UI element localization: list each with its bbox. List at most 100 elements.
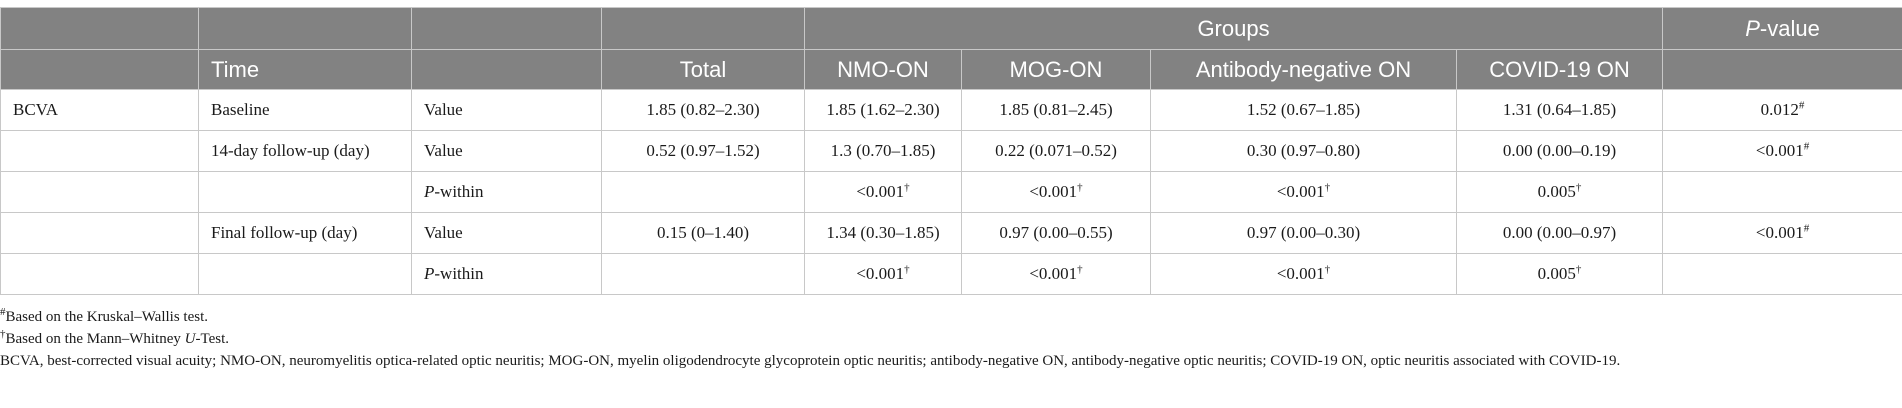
pwithin-value: 0.005 bbox=[1537, 182, 1576, 201]
table-row-baseline: BCVA Baseline Value 1.85 (0.82–2.30) 1.8… bbox=[0, 89, 1902, 131]
header-antibody-negative-on: Antibody-negative ON bbox=[1150, 49, 1457, 90]
pwithin-value: <0.001 bbox=[856, 182, 905, 201]
cell-pwithin-abneg: <0.001† bbox=[1150, 171, 1457, 213]
cell-abneg: 0.30 (0.97–0.80) bbox=[1150, 130, 1457, 172]
cell-pwithin-nmo: <0.001† bbox=[804, 253, 962, 295]
cell-total: 1.85 (0.82–2.30) bbox=[601, 89, 805, 131]
cell-mog: 0.22 (0.071–0.52) bbox=[961, 130, 1151, 172]
cell-measure: Value bbox=[411, 212, 602, 254]
table-row-14day-pwithin: P-within <0.001† <0.001† <0.001† 0.005† bbox=[0, 171, 1902, 213]
pwithin-p: P bbox=[424, 182, 435, 201]
footnote-kruskal-text: Based on the Kruskal–Wallis test. bbox=[5, 309, 209, 325]
cell-pwithin-mog: <0.001† bbox=[961, 171, 1151, 213]
cell-empty bbox=[601, 171, 805, 213]
cell-measure: Value bbox=[411, 130, 602, 172]
cell-pwithin-label: P-within bbox=[411, 171, 602, 213]
pwithin-value: <0.001 bbox=[856, 264, 905, 283]
header-blank-6 bbox=[411, 49, 602, 90]
pwithin-value: <0.001 bbox=[1029, 264, 1078, 283]
cell-nmo: 1.3 (0.70–1.85) bbox=[804, 130, 962, 172]
cell-measure: Value bbox=[411, 89, 602, 131]
footnote-abbreviations: BCVA, best-corrected visual acuity; NMO-… bbox=[0, 353, 1621, 369]
cell-empty bbox=[0, 253, 199, 295]
cell-empty bbox=[0, 171, 199, 213]
header-row-1: Groups P-value bbox=[0, 7, 1902, 50]
cell-abneg: 1.52 (0.67–1.85) bbox=[1150, 89, 1457, 131]
header-covid-19-on: COVID-19 ON bbox=[1455, 49, 1664, 90]
header-pvalue-p: P bbox=[1745, 15, 1760, 41]
footnote-mark-hash: # bbox=[0, 306, 6, 318]
pwithin-value: <0.001 bbox=[1276, 264, 1325, 283]
cell-covid: 0.00 (0.00–0.97) bbox=[1455, 212, 1664, 254]
cell-empty bbox=[1662, 171, 1902, 213]
cell-empty bbox=[198, 171, 412, 213]
table-row-14day-value: 14-day follow-up (day) Value 0.52 (0.97–… bbox=[0, 130, 1902, 172]
footnote-kruskal: #Based on the Kruskal–Wallis test. bbox=[0, 306, 1900, 327]
dagger-mark: † bbox=[1575, 181, 1582, 194]
cell-pwithin-covid: 0.005† bbox=[1455, 253, 1664, 295]
pwithin-value: <0.001 bbox=[1276, 182, 1325, 201]
footnote-mw-pre: Based on the Mann–Whitney bbox=[5, 331, 185, 347]
table-footnotes: #Based on the Kruskal–Wallis test. †Base… bbox=[0, 306, 1900, 374]
cell-pvalue: 0.012# bbox=[1662, 89, 1902, 131]
header-blank-4 bbox=[601, 7, 805, 50]
header-pvalue-rest: -value bbox=[1759, 15, 1820, 41]
header-total: Total bbox=[601, 49, 805, 90]
header-nmo-on: NMO-ON bbox=[804, 49, 962, 90]
pwithin-value: <0.001 bbox=[1029, 182, 1078, 201]
header-pvalue: P-value bbox=[1662, 7, 1902, 50]
header-blank-1 bbox=[0, 7, 199, 50]
cell-abneg: 0.97 (0.00–0.30) bbox=[1150, 212, 1457, 254]
pwithin-p: P bbox=[424, 264, 435, 283]
pwithin-rest: -within bbox=[434, 264, 484, 283]
cell-pwithin-nmo: <0.001† bbox=[804, 171, 962, 213]
dagger-mark: † bbox=[1077, 181, 1083, 194]
cell-pwithin-abneg: <0.001† bbox=[1150, 253, 1457, 295]
cell-mog: 0.97 (0.00–0.55) bbox=[961, 212, 1151, 254]
pwithin-rest: -within bbox=[434, 182, 484, 201]
dagger-mark: † bbox=[1324, 181, 1331, 194]
dagger-mark: † bbox=[904, 181, 910, 194]
cell-covid: 1.31 (0.64–1.85) bbox=[1455, 89, 1664, 131]
cell-pwithin-label: P-within bbox=[411, 253, 602, 295]
cell-total: 0.15 (0–1.40) bbox=[601, 212, 805, 254]
cell-pwithin-mog: <0.001† bbox=[961, 253, 1151, 295]
cell-empty bbox=[601, 253, 805, 295]
dagger-mark: † bbox=[904, 263, 910, 276]
cell-empty bbox=[0, 130, 199, 172]
results-table: Groups P-value Time Total NMO-ON MOG-ON … bbox=[0, 7, 1902, 295]
pvalue-text: <0.001 bbox=[1755, 141, 1804, 160]
cell-pvalue: <0.001# bbox=[1662, 130, 1902, 172]
cell-empty bbox=[1662, 253, 1902, 295]
cell-covid: 0.00 (0.00–0.19) bbox=[1455, 130, 1664, 172]
cell-time-14day: 14-day follow-up (day) bbox=[198, 130, 412, 172]
header-blank-5 bbox=[0, 49, 199, 90]
pwithin-value: 0.005 bbox=[1537, 264, 1576, 283]
cell-time-final: Final follow-up (day) bbox=[198, 212, 412, 254]
pvalue-mark: # bbox=[1803, 140, 1810, 153]
cell-pwithin-covid: 0.005† bbox=[1455, 171, 1664, 213]
header-row-2: Time Total NMO-ON MOG-ON Antibody-negati… bbox=[0, 49, 1902, 90]
footnote-mw-post: -Test. bbox=[195, 331, 230, 347]
cell-bcva: BCVA bbox=[0, 89, 199, 131]
cell-empty bbox=[198, 253, 412, 295]
cell-total: 0.52 (0.97–1.52) bbox=[601, 130, 805, 172]
header-time: Time bbox=[198, 49, 412, 90]
pvalue-text: <0.001 bbox=[1755, 223, 1804, 242]
dagger-mark: † bbox=[1077, 263, 1083, 276]
header-groups: Groups bbox=[803, 7, 1664, 50]
cell-time-baseline: Baseline bbox=[198, 89, 412, 131]
pvalue-mark: # bbox=[1803, 222, 1810, 235]
header-mog-on: MOG-ON bbox=[961, 49, 1151, 90]
footnote-mann-whitney: †Based on the Mann–Whitney U-Test. bbox=[0, 329, 1900, 349]
pvalue-mark: # bbox=[1798, 99, 1805, 112]
cell-nmo: 1.85 (1.62–2.30) bbox=[804, 89, 962, 131]
cell-nmo: 1.34 (0.30–1.85) bbox=[804, 212, 962, 254]
cell-empty bbox=[0, 212, 199, 254]
table-row-final-pwithin: P-within <0.001† <0.001† <0.001† 0.005† bbox=[0, 253, 1902, 295]
header-blank-7 bbox=[1662, 49, 1902, 90]
table-row-final-value: Final follow-up (day) Value 0.15 (0–1.40… bbox=[0, 212, 1902, 254]
cell-mog: 1.85 (0.81–2.45) bbox=[961, 89, 1151, 131]
dagger-mark: † bbox=[1324, 263, 1331, 276]
header-blank-3 bbox=[411, 7, 602, 50]
